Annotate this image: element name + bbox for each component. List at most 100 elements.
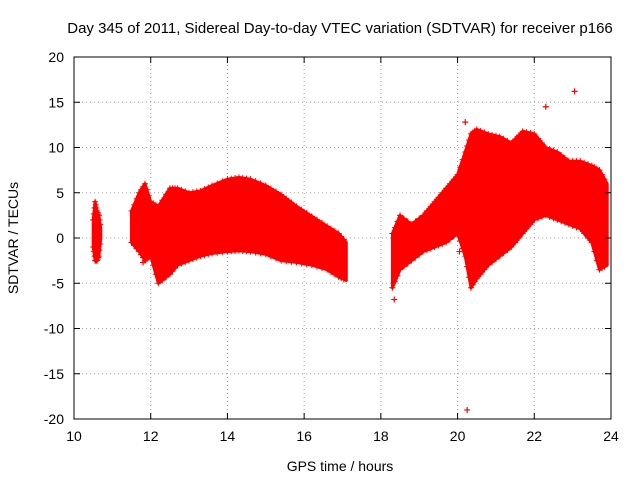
- data-point: [591, 248, 598, 255]
- data-point: [293, 203, 300, 210]
- data-point: [408, 221, 415, 228]
- data-point: [131, 242, 138, 249]
- data-point: [172, 265, 179, 272]
- y-tick-label: 10: [48, 140, 64, 156]
- data-point: [193, 188, 200, 195]
- data-point: [457, 238, 464, 245]
- data-point: [159, 277, 166, 284]
- data-point: [546, 146, 553, 153]
- data-point: [477, 127, 484, 134]
- data-point: [596, 167, 603, 174]
- edge-markers: [128, 174, 347, 287]
- data-point: [128, 207, 135, 214]
- data-point: [508, 139, 515, 146]
- data-point: [527, 221, 534, 228]
- data-point: [542, 144, 549, 151]
- data-point: [584, 235, 591, 241]
- data-point: [224, 176, 231, 183]
- data-point: [335, 230, 342, 237]
- data-point: [550, 147, 557, 154]
- data-point: [473, 126, 480, 133]
- data-point: [141, 180, 148, 187]
- data-point: [394, 272, 401, 279]
- data-point: [416, 215, 423, 222]
- y-tick-label: 5: [56, 185, 64, 201]
- data-point: [446, 180, 453, 187]
- data-point: [523, 129, 530, 136]
- data-point: [500, 135, 507, 142]
- y-tick-label: 0: [56, 230, 64, 246]
- data-point: [232, 174, 239, 181]
- data-point: [496, 253, 503, 260]
- data-point: [92, 201, 99, 208]
- data-point: [136, 248, 143, 255]
- data-point: [462, 253, 469, 260]
- data-point: [404, 260, 411, 267]
- data-point: [324, 223, 331, 230]
- data-point: [186, 257, 193, 264]
- data-layer: [90, 88, 609, 413]
- data-point: [338, 233, 345, 240]
- data-point: [331, 271, 338, 278]
- data-point: [327, 269, 334, 276]
- data-point: [558, 218, 565, 225]
- data-point: [531, 216, 538, 223]
- data-point: [466, 274, 473, 281]
- data-point: [464, 263, 471, 270]
- data-point: [155, 203, 162, 210]
- data-point: [331, 228, 338, 235]
- data-point: [189, 189, 196, 196]
- data-point: [303, 261, 310, 268]
- data-point: [90, 216, 97, 223]
- data-point: [178, 186, 185, 193]
- data-point: [152, 271, 159, 278]
- data-point: [573, 224, 580, 231]
- data-point: [443, 185, 450, 192]
- data-point: [239, 174, 246, 181]
- x-tick-label: 18: [373, 428, 389, 444]
- data-point: [467, 284, 474, 291]
- outlier-point: [391, 296, 398, 303]
- y-axis-label: SDTVAR / TECUs: [5, 182, 21, 294]
- data-point: [412, 218, 419, 225]
- data-point: [338, 275, 345, 282]
- data-point: [535, 215, 542, 222]
- data-point: [155, 280, 162, 287]
- data-point: [324, 266, 331, 273]
- data-point: [96, 247, 103, 254]
- data-point: [319, 265, 326, 272]
- data-point: [435, 242, 442, 249]
- data-point: [581, 159, 588, 166]
- data-point: [201, 186, 208, 193]
- data-point: [512, 239, 519, 246]
- data-point: [257, 250, 264, 257]
- data-point: [523, 225, 530, 232]
- data-point: [133, 195, 140, 202]
- data-point: [145, 192, 152, 199]
- data-point: [454, 171, 461, 178]
- data-point: [389, 284, 396, 291]
- data-point: [500, 250, 507, 257]
- data-point: [420, 212, 427, 219]
- data-point: [446, 236, 453, 243]
- data-point: [454, 230, 461, 237]
- data-point: [340, 236, 347, 243]
- outlier-point: [542, 103, 549, 110]
- data-point: [288, 199, 295, 206]
- data-point: [550, 215, 557, 222]
- data-point: [335, 273, 342, 280]
- data-point: [389, 230, 396, 237]
- data-point: [257, 180, 264, 187]
- data-point: [423, 207, 430, 214]
- outlier-point: [462, 119, 469, 126]
- y-tick-label: -5: [52, 275, 65, 291]
- data-point: [535, 135, 542, 142]
- data-point: [599, 171, 606, 178]
- data-point: [136, 189, 143, 196]
- x-tick-label: 14: [220, 428, 236, 444]
- y-tick-label: -10: [44, 321, 64, 337]
- data-point: [298, 260, 305, 267]
- data-point: [450, 233, 457, 240]
- data-point: [147, 253, 154, 260]
